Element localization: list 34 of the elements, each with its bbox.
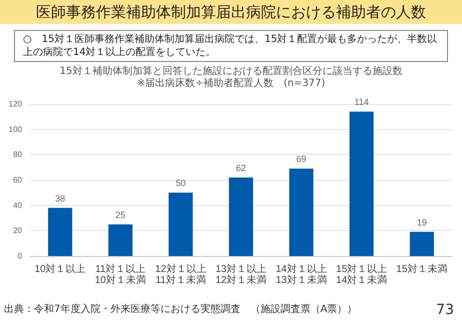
chart-title: 医師事務作業補助体制加算届出病院における補助者の人数 <box>0 0 462 24</box>
y-tick-label: 40 <box>13 200 23 210</box>
data-label: 62 <box>236 162 246 173</box>
data-label: 69 <box>296 154 306 164</box>
x-tick-label: 11対１以上10対１未満 <box>94 263 146 286</box>
bar <box>410 232 434 256</box>
bar <box>289 168 314 256</box>
data-label: 114 <box>354 97 369 108</box>
y-tick-label: 20 <box>13 226 23 236</box>
x-tick-label: 13対１以上12対１未満 <box>215 263 267 286</box>
x-tick-label: 14対１以上13対１未満 <box>276 263 327 286</box>
chart-subtitle: ○ 15対１医師事務作業補助体制加算届出病院では、15対１配置が最も多かったが、半数以上の病院で14対１以上の配置をしていた。 <box>14 30 448 62</box>
y-tick-label: 100 <box>8 124 23 134</box>
bar <box>168 192 193 256</box>
y-tick-label: 80 <box>13 150 23 160</box>
source-note: 出典：令和7年度入院・外来医療等における実態調査 （施設調査票（A票）） <box>4 302 358 316</box>
text: ※届出病床数÷補助者配置人数 (n=377) <box>136 78 326 90</box>
x-tick-label: 15対１未満 <box>396 263 448 275</box>
data-label: 38 <box>55 193 66 204</box>
bar <box>228 177 254 256</box>
data-label: 50 <box>176 178 186 188</box>
text: 15対１補助体制加算と回答した施設における配置割合区分に該当する施設数 <box>58 66 404 78</box>
x-tick-label: 15対１以上14対１未満 <box>336 263 388 286</box>
bar <box>350 112 374 256</box>
bar <box>48 208 72 256</box>
y-tick-label: 0 <box>18 252 23 260</box>
y-tick-label: 60 <box>13 176 23 184</box>
x-tick-label: 12対１以上11対１未満 <box>155 263 206 286</box>
x-tick-label: 10対１以上 <box>34 263 86 275</box>
bar <box>108 224 132 256</box>
text: 73 <box>436 302 454 318</box>
y-tick-label: 120 <box>8 100 23 108</box>
data-label: 25 <box>115 210 126 220</box>
data-label: 19 <box>416 217 427 228</box>
